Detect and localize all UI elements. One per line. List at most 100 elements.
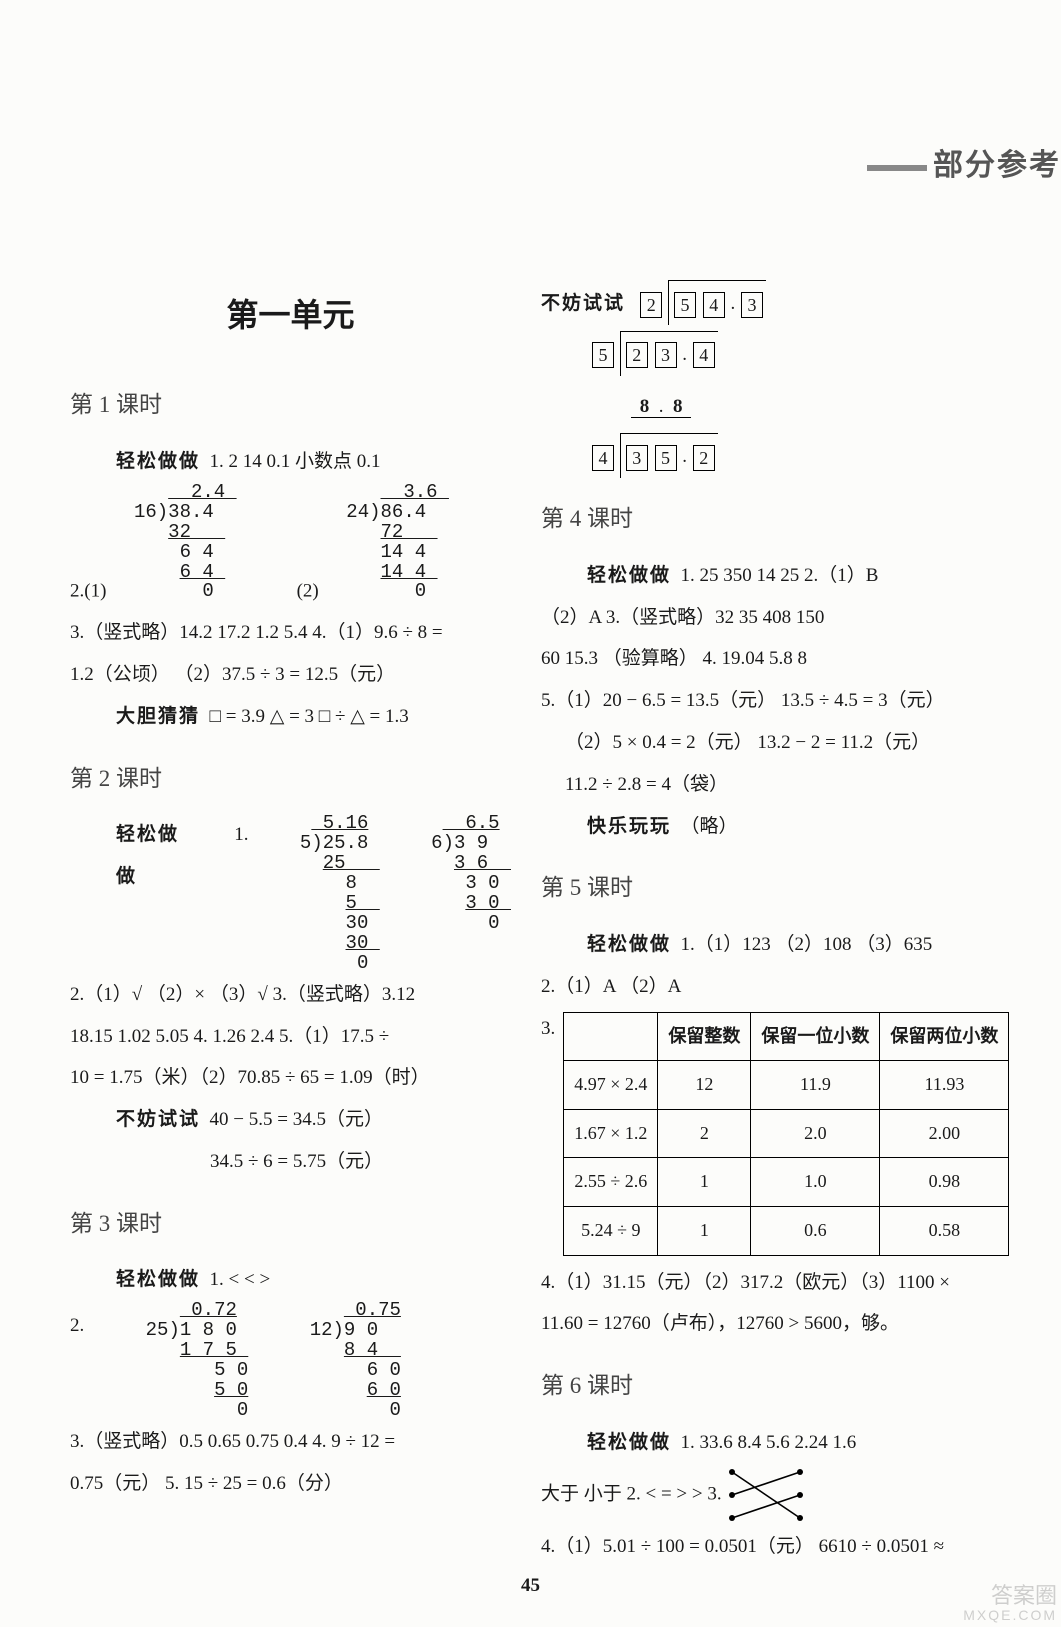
q2-prefix: 大于 小于 2. < = > > 3.	[541, 1483, 722, 1504]
longdiv-2: 3.6 24)86.4 72 14 4 14 4 0	[324, 483, 449, 603]
lesson6-q4: 4.（1）5.01 ÷ 100 = 0.0501（元） 6610 ÷ 0.050…	[541, 1526, 1011, 1568]
cell: 2.0	[751, 1109, 880, 1158]
lesson1-q1: 轻松做做 1. 2 14 0.1 小数点 0.1	[116, 441, 511, 483]
th3: 保留两位小数	[880, 1012, 1009, 1061]
lesson3-q3: 3.（竖式略）0.5 0.65 0.75 0.4 4. 9 ÷ 12 =	[70, 1421, 511, 1463]
cell: 1.0	[751, 1158, 880, 1207]
lesson4-title: 第 4 课时	[541, 494, 1011, 545]
table-row: 2.55 ÷ 2.6 1 1.0 0.98	[564, 1158, 1009, 1207]
table-row: 1.67 × 1.2 2 2.0 2.00	[564, 1109, 1009, 1158]
box1-dot: .	[731, 293, 736, 314]
header-banner: 部分参考	[867, 140, 1061, 184]
lesson4-l3: 60 15.3 （验算略） 4. 19.04 5.8 8	[541, 638, 1011, 680]
lesson5-table: 保留整数 保留一位小数 保留两位小数 4.97 × 2.4 12 11.9 11…	[563, 1012, 1009, 1256]
columns: 第一单元 第 1 课时 轻松做做 1. 2 14 0.1 小数点 0.1 2.(…	[70, 280, 1011, 1567]
b2q0: 8	[640, 396, 650, 417]
q2-label: 2.	[70, 1301, 84, 1421]
qingsong5-label: 轻松做做	[587, 934, 671, 955]
cell: 2.55 ÷ 2.6	[564, 1158, 658, 1207]
q2-sub1: 2.	[70, 580, 84, 601]
dadan-text: □ = 3.9 △ = 3 □ ÷ △ = 1.3	[210, 706, 409, 727]
cell: 12	[658, 1061, 751, 1110]
lesson6-q1: 轻松做做 1. 33.6 8.4 5.6 2.24 1.6	[587, 1422, 1011, 1464]
table-body: 4.97 × 2.4 12 11.9 11.93 1.67 × 1.2 2 2.…	[564, 1061, 1009, 1255]
lesson2-bufang: 不妨试试 40 − 5.5 = 34.5（元）	[116, 1099, 511, 1141]
matching-diagram	[726, 1464, 806, 1526]
header-text: 部分参考	[933, 149, 1061, 182]
b2d0: 3	[626, 445, 648, 471]
qingsong-label: 轻松做做	[116, 451, 200, 472]
lesson1-q2: 2.(1) 2.4 16)38.4 32 6 4 6 4 0 (2) 3.6 2…	[70, 483, 511, 612]
b2-q: 8 . 8	[631, 396, 691, 418]
lesson4-l4: 5.（1）20 − 6.5 = 13.5（元） 13.5 ÷ 4.5 = 3（元…	[541, 680, 1011, 722]
longdiv-3: 5.16 5)25.8 25 8 5 30 30 0	[289, 814, 380, 974]
longdiv-4: 6.5 6)3 9 3 6 3 0 3 0 0	[420, 814, 511, 934]
longdiv-5: 0.72 25)1 8 0 1 7 5 5 0 5 0 0	[134, 1301, 248, 1421]
bufang-1: 40 − 5.5 = 34.5（元）	[210, 1109, 383, 1130]
cell: 2	[658, 1109, 751, 1158]
table-row: 4.97 × 2.4 12 11.9 11.93	[564, 1061, 1009, 1110]
cell: 0.58	[880, 1206, 1009, 1255]
q2-sub1-paren: (1)	[84, 580, 106, 601]
b2qdot: .	[659, 396, 664, 417]
bufang-2-row: 34.5 ÷ 6 = 5.75（元）	[210, 1141, 511, 1183]
box-divisor1: 2	[640, 292, 662, 318]
b2div: 4	[592, 445, 614, 471]
b2q2: 8	[673, 396, 683, 417]
bufang-2: 34.5 ÷ 6 = 5.75（元）	[210, 1151, 383, 1172]
box1-bracket: 5 4 . 3	[668, 280, 766, 325]
right-bufang: 不妨试试 2 5 4 . 3	[541, 280, 1011, 325]
lesson1-dadan: 大胆猜猜 □ = 3.9 △ = 3 □ ÷ △ = 1.3	[116, 696, 511, 738]
cell: 0.98	[880, 1158, 1009, 1207]
page: 部分参考 第一单元 第 1 课时 轻松做做 1. 2 14 0.1 小数点 0.…	[0, 0, 1061, 1627]
watermark: 答案圈 MXQE.COM	[963, 1584, 1057, 1624]
cell: 4.97 × 2.4	[564, 1061, 658, 1110]
lesson1-q3: 3.（竖式略）14.2 17.2 1.2 5.4 4.（1）9.6 ÷ 8 =	[70, 612, 511, 654]
watermark-cn: 答案圈	[963, 1584, 1057, 1608]
q2-sub2: (2)	[297, 580, 319, 601]
header-bar-icon	[867, 165, 927, 171]
kuaile-label: 快乐玩玩	[587, 816, 671, 837]
b1dot2: .	[682, 344, 687, 365]
lesson1-div1: 2.(1) 2.4 16)38.4 32 6 4 6 4 0	[70, 483, 237, 612]
bufang-label: 不妨试试	[116, 1109, 200, 1130]
lesson2-q1: 轻松做做 1. 5.16 5)25.8 25 8 5 30 30 0 6.5 6…	[116, 814, 511, 974]
right-bufang-label: 不妨试试	[541, 293, 625, 314]
cell: 11.9	[751, 1061, 880, 1110]
lesson6-title: 第 6 课时	[541, 1361, 1011, 1412]
l6-q1: 1. 33.6 8.4 5.6 2.24 1.6	[681, 1432, 857, 1453]
qingsong4-label: 轻松做做	[587, 565, 671, 586]
lesson4-l6: 11.2 ÷ 2.8 = 4（袋）	[565, 764, 1011, 806]
lesson3-q2: 2. 0.72 25)1 8 0 1 7 5 5 0 5 0 0 0.75 12…	[70, 1301, 511, 1421]
box1-d1: 4	[703, 292, 725, 318]
b1-bracket2: 2 3 . 4	[620, 331, 718, 376]
th2: 保留一位小数	[751, 1012, 880, 1061]
lesson2-title: 第 2 课时	[70, 754, 511, 805]
left-column: 第一单元 第 1 课时 轻松做做 1. 2 14 0.1 小数点 0.1 2.(…	[70, 280, 511, 1567]
lesson3-q1-text: 1. < < >	[210, 1269, 271, 1290]
lesson2-q2: 2.（1）√ （2）× （3）√ 3.（竖式略）3.12	[70, 974, 511, 1016]
right-column: 不妨试试 2 5 4 . 3 5 2 3 . 4	[541, 280, 1011, 1567]
watermark-en: MXQE.COM	[963, 1608, 1057, 1623]
longdiv-1: 2.4 16)38.4 32 6 4 6 4 0	[111, 483, 236, 603]
lesson4-l2: （2）A 3.（竖式略）32 35 408 150	[541, 597, 1011, 639]
cell: 11.93	[880, 1061, 1009, 1110]
box1-dividend: 5 2 3 . 4	[591, 331, 1011, 376]
b2-bracket: 3 5 . 2	[620, 433, 718, 478]
page-number: 45	[0, 1575, 1061, 1597]
q3-label: 3.	[541, 1008, 555, 1050]
cell: 1.67 × 1.2	[564, 1109, 658, 1158]
table-head: 保留整数 保留一位小数 保留两位小数	[564, 1012, 1009, 1061]
box2-dividend: 4 3 5 . 2	[591, 433, 1011, 478]
table-row: 5.24 ÷ 9 1 0.6 0.58	[564, 1206, 1009, 1255]
qingsong2-label: 轻松做做	[116, 814, 194, 898]
b2d2: 2	[693, 445, 715, 471]
b2d1: 5	[655, 445, 677, 471]
lesson2-q2c: 10 = 1.75（米）（2）70.85 ÷ 65 = 1.09（时）	[70, 1057, 511, 1099]
lesson6-q2: 大于 小于 2. < = > > 3.	[541, 1464, 1011, 1526]
cell: 5.24 ÷ 9	[564, 1206, 658, 1255]
unit-title: 第一单元	[70, 280, 511, 350]
b1d1: 2	[626, 342, 648, 368]
lesson1-title: 第 1 课时	[70, 380, 511, 431]
b2dot: .	[682, 446, 687, 467]
